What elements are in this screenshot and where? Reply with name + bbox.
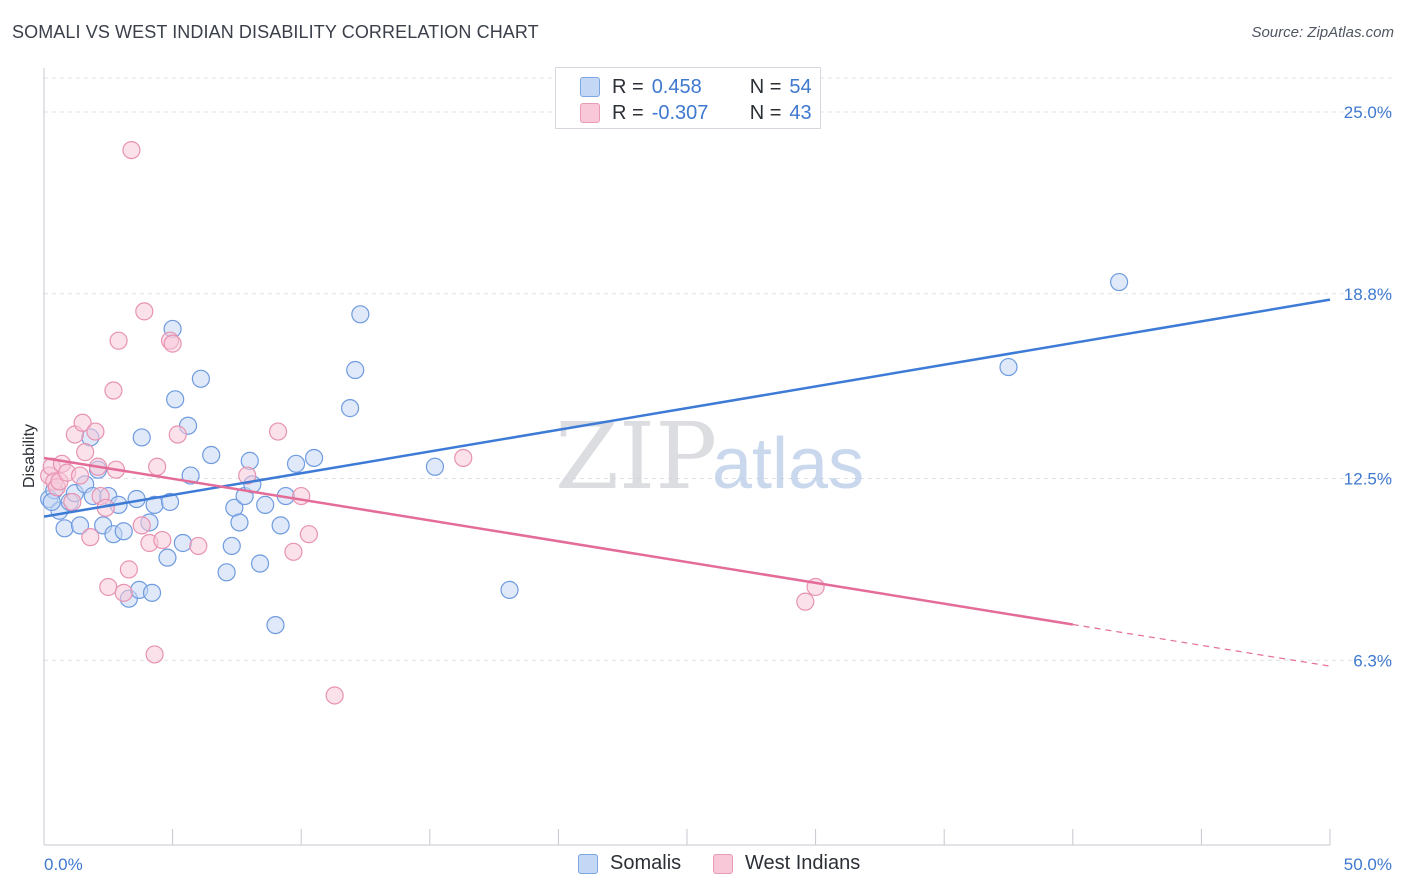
west-indian-point xyxy=(145,645,164,664)
r-label: R = xyxy=(612,75,644,98)
somali-point xyxy=(173,533,192,553)
somali-point xyxy=(158,548,177,567)
somali-point xyxy=(191,369,210,388)
y-tick-label: 12.5% xyxy=(1344,469,1392,488)
somalis-swatch xyxy=(580,77,600,97)
somali-point xyxy=(202,445,221,465)
west-indian-point xyxy=(325,686,344,705)
somali-point xyxy=(351,305,370,324)
west-indian-point xyxy=(99,577,118,597)
somali-point xyxy=(230,513,249,532)
somali-point xyxy=(286,454,306,473)
somali-point xyxy=(132,428,151,447)
somali-point xyxy=(266,615,285,635)
somali-point xyxy=(256,495,275,514)
west-indian-point xyxy=(284,542,303,561)
n-value: 54 xyxy=(789,75,812,98)
west-indian-point xyxy=(114,583,133,602)
west-indian-point xyxy=(238,466,257,485)
y-tick-label: 25.0% xyxy=(1344,103,1392,122)
somali-point xyxy=(500,580,519,600)
correlation-legend: R = 0.458 N = 54 R = -0.307 N = 43 xyxy=(555,67,821,129)
west-indian-point xyxy=(189,536,208,556)
legend-item-somalis[interactable]: Somalis xyxy=(578,852,681,875)
somali-point xyxy=(166,390,185,409)
somali-point xyxy=(55,519,74,538)
west-indian-point xyxy=(63,492,82,512)
west-indian-point xyxy=(268,422,288,441)
legend-label-somalis: Somalis xyxy=(610,852,682,874)
svg-text:ZIP: ZIP xyxy=(555,403,717,510)
west-indian-point xyxy=(73,413,92,432)
n-label: N = xyxy=(749,75,782,98)
somali-point xyxy=(346,360,365,380)
grid-lines xyxy=(44,77,1392,661)
y-axis-label: Disability xyxy=(21,424,38,488)
somali-point xyxy=(222,536,241,556)
somali-point xyxy=(999,357,1018,377)
somali-point xyxy=(271,516,290,535)
somali-point xyxy=(217,563,236,582)
west-indian-point xyxy=(153,530,172,550)
x-tick-label: 0.0% xyxy=(44,855,83,874)
west-indian-point xyxy=(119,560,138,579)
source-attribution: Source: ZipAtlas.com xyxy=(1251,24,1394,41)
west-indian-point xyxy=(454,448,473,468)
r-value: 0.458 xyxy=(651,75,702,98)
somali-trend-line xyxy=(43,298,1331,518)
somali-point xyxy=(142,583,162,602)
series-legend: Somalis West Indians xyxy=(0,852,1406,878)
somali-point xyxy=(114,522,133,541)
n-label: N = xyxy=(749,101,782,124)
x-tick-label: 50.0% xyxy=(1344,855,1392,874)
west-indian-point xyxy=(70,466,90,485)
west-indian-point xyxy=(135,302,154,321)
legend-row-somalis: R = 0.458 N = 54 xyxy=(580,74,812,100)
somali-point xyxy=(340,399,360,418)
west-indian-point xyxy=(109,331,128,350)
y-tick-label: 6.3% xyxy=(1353,651,1392,670)
y-tick-label: 18.8% xyxy=(1344,285,1392,304)
west-indian-point xyxy=(148,457,167,476)
n-value: 43 xyxy=(789,101,812,124)
west-indian-point xyxy=(104,381,123,400)
axes xyxy=(43,68,1331,846)
west-indian-point xyxy=(81,528,100,547)
legend-row-west-indians: R = -0.307 N = 43 xyxy=(580,100,812,126)
zipatlas-watermark: ZIP atlas xyxy=(555,403,864,510)
west-indians-legend-swatch xyxy=(713,853,733,874)
west-indian-point xyxy=(86,422,105,441)
west-indian-point xyxy=(168,425,187,444)
chart-title: SOMALI VS WEST INDIAN DISABILITY CORRELA… xyxy=(12,22,539,42)
somali-point xyxy=(160,492,180,512)
west-indian-point xyxy=(76,443,95,462)
somali-point xyxy=(1109,272,1129,292)
tick-labels: 6.3% 12.5% 18.8% 25.0% 0.0% 50.0% xyxy=(44,103,1392,874)
svg-text:atlas: atlas xyxy=(712,424,864,504)
west-indian-point xyxy=(163,334,182,353)
somali-point xyxy=(70,516,90,535)
r-label: R = xyxy=(612,101,644,124)
west-indians-swatch xyxy=(580,103,600,123)
legend-label-west-indians: West Indians xyxy=(745,852,861,874)
r-value: -0.307 xyxy=(651,101,709,124)
somalis-legend-swatch xyxy=(578,853,598,874)
trend-lines xyxy=(43,298,1331,667)
west-indian-point xyxy=(299,525,319,544)
west-indian-point xyxy=(292,486,311,506)
west-indian-point xyxy=(122,140,141,160)
west-indian-point xyxy=(132,516,151,535)
west-indian-trend-line xyxy=(43,456,1073,626)
somali-point xyxy=(304,448,324,468)
somali-point xyxy=(250,554,270,573)
somali-point xyxy=(425,457,445,476)
west-indian-point xyxy=(796,592,815,611)
legend-item-west-indians[interactable]: West Indians xyxy=(713,852,860,875)
